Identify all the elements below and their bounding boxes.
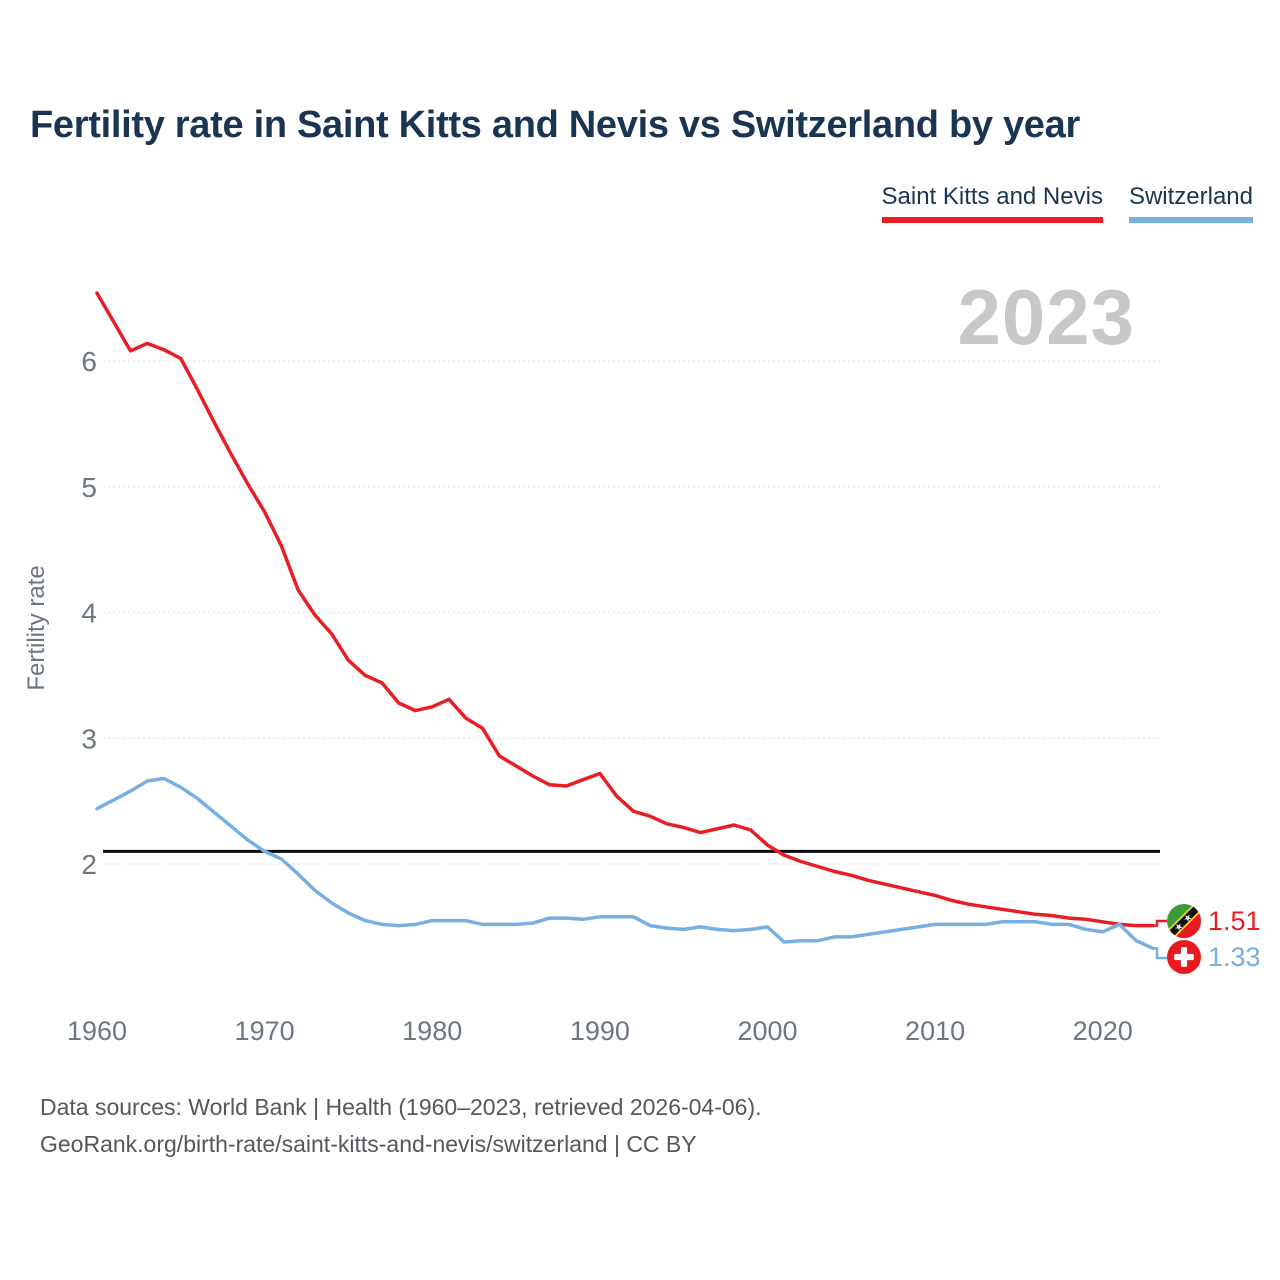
end-label-switzerland: 1.33 xyxy=(1167,940,1261,974)
x-tick-label-1980: 1980 xyxy=(402,1016,462,1046)
y-axis-label: Fertility rate xyxy=(23,565,50,690)
footer: Data sources: World Bank | Health (1960–… xyxy=(40,1089,762,1163)
x-tick-label-1970: 1970 xyxy=(235,1016,295,1046)
x-tick-label-2010: 2010 xyxy=(905,1016,965,1046)
x-tick-label-1990: 1990 xyxy=(570,1016,630,1046)
series-line-switzerland xyxy=(95,776,1155,951)
x-tick-label-1960: 1960 xyxy=(67,1016,127,1046)
footer-data-sources: Data sources: World Bank | Health (1960–… xyxy=(40,1094,762,1120)
y-tick-label-4: 4 xyxy=(81,598,97,629)
switzerland-flag-icon xyxy=(1167,940,1201,974)
end-label-saint-kitts-and-nevis: ★ ★ 1.51 xyxy=(1167,904,1261,938)
end-value-switzerland: 1.33 xyxy=(1208,941,1261,972)
end-value-saint-kitts-and-nevis: 1.51 xyxy=(1208,905,1261,936)
year-watermark: 2023 xyxy=(957,273,1135,361)
page-title: Fertility rate in Saint Kitts and Nevis … xyxy=(30,104,1080,146)
legend-item-switzerland[interactable]: Switzerland xyxy=(1128,183,1253,223)
y-tick-label-6: 6 xyxy=(81,346,97,377)
end-connector-saint-kitts-and-nevis xyxy=(1153,919,1167,927)
legend-item-saint-kitts-and-nevis[interactable]: Saint Kitts and Nevis xyxy=(881,183,1103,223)
y-tick-label-3: 3 xyxy=(81,723,97,754)
series-line-saint-kitts-and-nevis xyxy=(95,291,1155,928)
y-tick-label-2: 2 xyxy=(81,849,97,880)
x-tick-label-2020: 2020 xyxy=(1073,1016,1133,1046)
footer-attribution: GeoRank.org/birth-rate/saint-kitts-and-n… xyxy=(40,1131,697,1157)
y-tick-label-5: 5 xyxy=(81,472,97,503)
end-connector-switzerland xyxy=(1153,947,1167,960)
saint-kitts-and-nevis-flag-icon: ★ ★ xyxy=(1167,904,1201,938)
legend: Saint Kitts and Nevis Switzerland xyxy=(881,183,1253,223)
x-tick-label-2000: 2000 xyxy=(737,1016,797,1046)
